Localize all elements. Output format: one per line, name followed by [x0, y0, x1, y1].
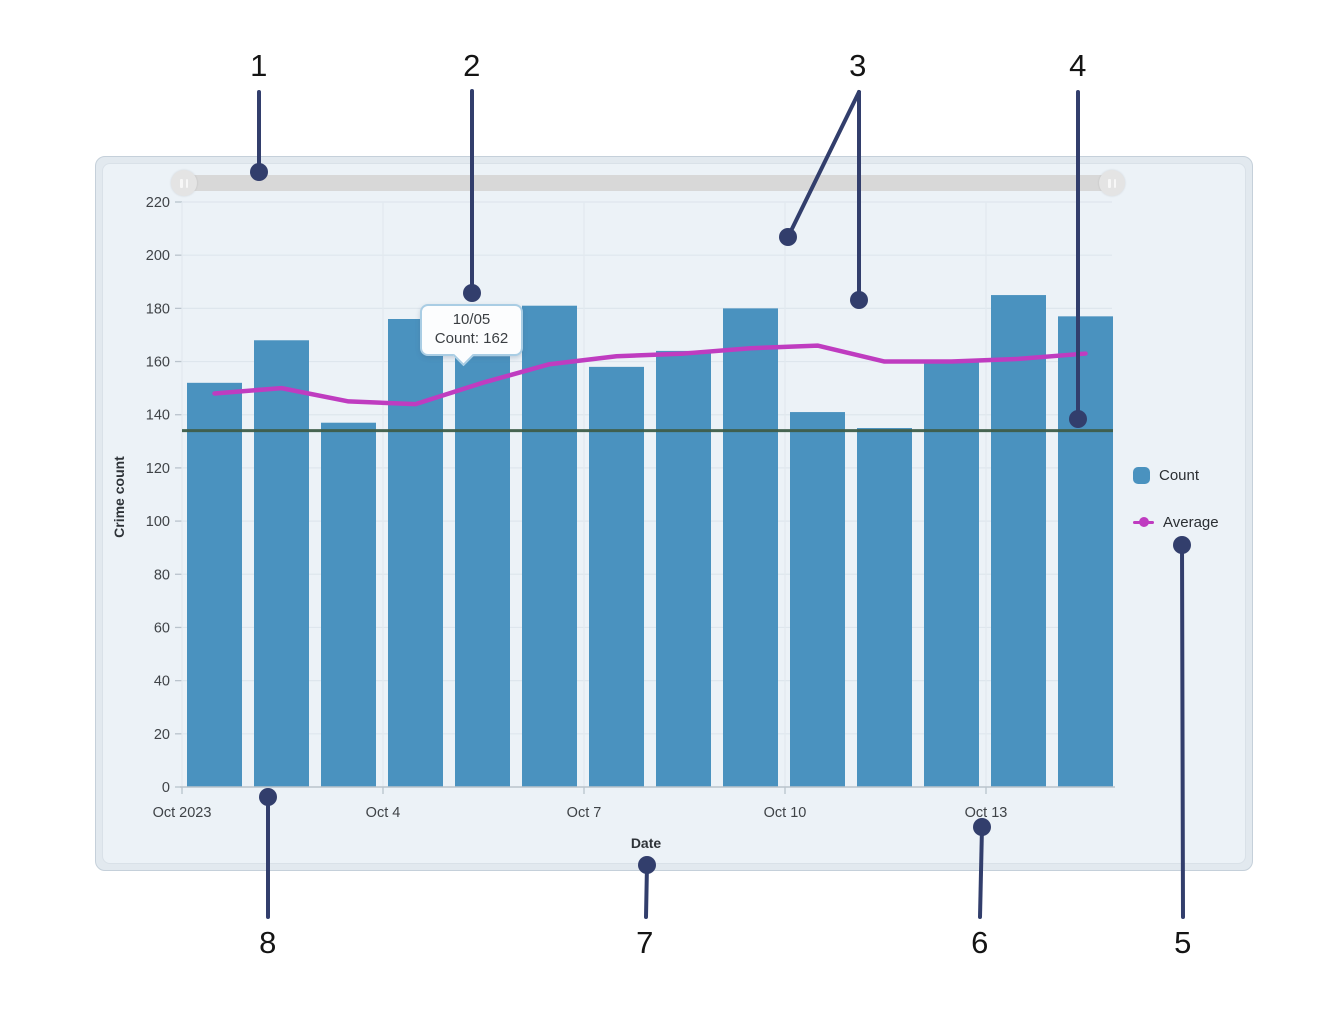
callout-number-8: 8 — [259, 925, 277, 960]
legend-item-count[interactable]: Count — [1133, 466, 1219, 484]
bar-10/07[interactable] — [589, 366, 644, 787]
y-tick-label: 80 — [154, 567, 170, 583]
y-tick-label: 100 — [146, 514, 170, 530]
bar-10/09[interactable] — [723, 308, 778, 787]
y-tick-label: 0 — [162, 780, 170, 796]
y-tick-label: 180 — [146, 301, 170, 317]
legend: Count Average — [1133, 466, 1219, 560]
y-axis-title: Crime count — [111, 456, 127, 538]
time-range-slider-track[interactable] — [184, 175, 1112, 191]
average-line[interactable] — [212, 343, 1088, 407]
x-axis-title: Date — [630, 835, 662, 851]
callout-number-3: 3 — [849, 48, 867, 83]
tooltip-count: Count: 162 — [434, 330, 509, 347]
tooltip: 10/05 Count: 162 — [420, 304, 523, 366]
y-tick-label: 200 — [146, 248, 170, 264]
y-tick-label: 160 — [146, 355, 170, 371]
bar-10/01[interactable] — [187, 382, 242, 787]
pause-bars-icon — [1113, 178, 1116, 188]
y-tick-label: 40 — [154, 674, 170, 690]
bar-10/04[interactable] — [388, 319, 443, 787]
y-tick-label: 220 — [146, 195, 170, 211]
bar-10/13[interactable] — [991, 295, 1046, 787]
bar-10/02[interactable] — [254, 340, 309, 787]
callout-number-7: 7 — [636, 925, 654, 960]
y-tick-label: 20 — [154, 727, 170, 743]
bar-10/08[interactable] — [656, 350, 711, 787]
pause-bars-icon — [1108, 178, 1111, 188]
bar-10/10[interactable] — [790, 412, 845, 787]
pause-bars-icon — [185, 178, 188, 188]
legend-item-average[interactable]: Average — [1133, 513, 1219, 531]
slider-right-handle[interactable] — [1099, 170, 1125, 196]
legend-average-label: Average — [1163, 513, 1219, 531]
bar-10/05[interactable] — [455, 356, 510, 787]
pause-bars-icon — [180, 178, 183, 188]
bar-10/03[interactable] — [321, 422, 376, 787]
y-tick-label: 60 — [154, 620, 170, 636]
callout-number-5: 5 — [1174, 925, 1192, 960]
tooltip-date: 10/05 — [452, 311, 491, 328]
x-tick-label: Oct 4 — [366, 805, 401, 821]
callout-number-2: 2 — [463, 48, 481, 83]
legend-count-label: Count — [1159, 466, 1200, 484]
x-tick-label: Oct 10 — [764, 805, 807, 821]
average-swatch-icon — [1133, 515, 1154, 529]
callout-number-4: 4 — [1069, 48, 1087, 83]
x-tick-label: Oct 13 — [965, 805, 1008, 821]
count-swatch-icon — [1133, 466, 1150, 484]
bar-10/06[interactable] — [522, 305, 577, 787]
bar-10/12[interactable] — [924, 361, 979, 787]
bar-10/11[interactable] — [857, 428, 912, 787]
bar-10/14[interactable] — [1058, 316, 1113, 787]
callout-number-6: 6 — [971, 925, 989, 960]
y-tick-label: 120 — [146, 461, 170, 477]
x-tick-label: Oct 7 — [567, 805, 602, 821]
slider-left-handle[interactable] — [171, 170, 197, 196]
x-tick-label: Oct 2023 — [153, 805, 212, 821]
callout-number-1: 1 — [250, 48, 268, 83]
y-tick-label: 140 — [146, 408, 170, 424]
